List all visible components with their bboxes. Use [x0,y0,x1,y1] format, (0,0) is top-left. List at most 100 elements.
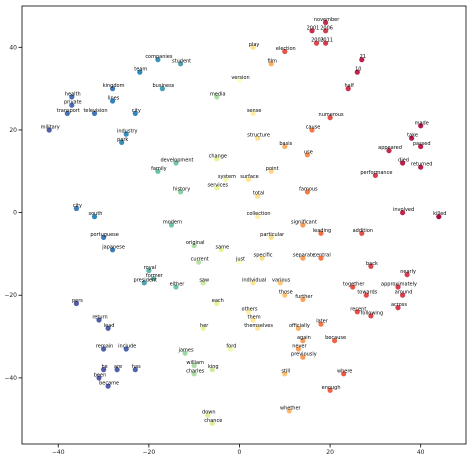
data-point [236,259,243,265]
data-label: famous [299,186,318,192]
data-point [386,148,392,154]
data-point [400,292,406,298]
data-label: addition [353,228,373,234]
data-label: chance [204,418,222,424]
data-point [137,69,143,75]
data-point [255,135,261,141]
y-tick-label: 0 [13,210,17,217]
data-point [205,412,211,418]
data-point [168,222,175,228]
data-label: never [292,344,307,350]
data-point [227,346,233,352]
data-label: he [101,364,107,370]
data-point [300,338,306,344]
data-label: particular [260,232,285,238]
data-point [304,189,310,195]
data-label: remain [96,344,114,350]
data-label: previously [291,352,317,358]
data-point [155,57,161,63]
data-label: 10 [355,67,361,73]
data-label: use [304,149,313,155]
data-point [214,300,220,307]
data-label: current [191,257,209,263]
data-label: enough [322,385,341,391]
data-point [200,280,206,286]
data-label: history [173,186,190,192]
data-label: where [337,368,352,374]
data-point [200,325,206,331]
data-point [173,284,179,290]
data-point [146,267,152,274]
data-label: been [94,372,107,378]
x-tick-label: −40 [52,449,65,456]
data-label: either [170,282,186,288]
data-point [218,247,224,253]
data-label: numerous [319,112,344,118]
data-label: team [134,67,147,73]
data-label: others [242,306,258,312]
data-label: lines [108,96,120,102]
data-label: her [200,323,209,329]
data-point [191,243,197,249]
data-point [354,69,360,75]
data-label: individual [242,277,266,283]
data-label: president [134,277,158,283]
data-point [64,110,70,116]
data-label: has [132,364,141,370]
data-label: total [253,191,264,197]
data-point [132,110,138,116]
axes-frame [21,5,467,445]
data-label: recent [350,306,366,312]
data-point [313,40,320,46]
data-label: leading [313,228,331,234]
data-label: across [391,302,407,308]
data-point [354,309,360,315]
data-label: further [295,294,313,300]
data-point [250,317,256,323]
data-label: media [210,91,226,97]
data-point [214,94,220,100]
data-label: kingdom [103,83,125,89]
data-point [418,164,424,170]
data-point [236,77,243,83]
data-label: each [212,298,224,304]
data-point [323,40,329,46]
data-label: saw [199,277,209,283]
data-point [259,255,265,261]
data-point [119,139,125,145]
data-label: business [153,83,175,89]
data-point [255,325,261,331]
data-label: structure [247,133,270,139]
data-label: charles [186,368,205,374]
data-point [418,143,424,150]
data-point [141,280,147,286]
data-label: later [316,319,328,325]
data-point [368,263,374,269]
data-point [400,160,406,166]
data-label: specific [254,253,273,259]
data-point [110,247,116,253]
data-label: separate [293,253,315,259]
data-label: those [279,290,293,296]
data-label: still [281,368,290,374]
data-label: half [345,83,355,89]
data-label: health [65,91,81,97]
data-label: royal [144,265,156,271]
data-label: take [407,133,418,139]
data-label: made [415,120,429,126]
data-label: former [146,273,164,279]
data-point [69,102,75,108]
data-point [245,309,252,315]
data-point [323,28,329,34]
data-label: performance [360,170,392,176]
data-label: king [208,364,219,370]
data-point [359,57,365,63]
data-point [323,19,329,26]
data-label: following [361,310,383,316]
scatter-marks [46,19,442,426]
x-tick-label: 20 [326,449,334,456]
data-point [223,176,229,183]
data-point [318,255,324,261]
data-point [368,313,374,319]
